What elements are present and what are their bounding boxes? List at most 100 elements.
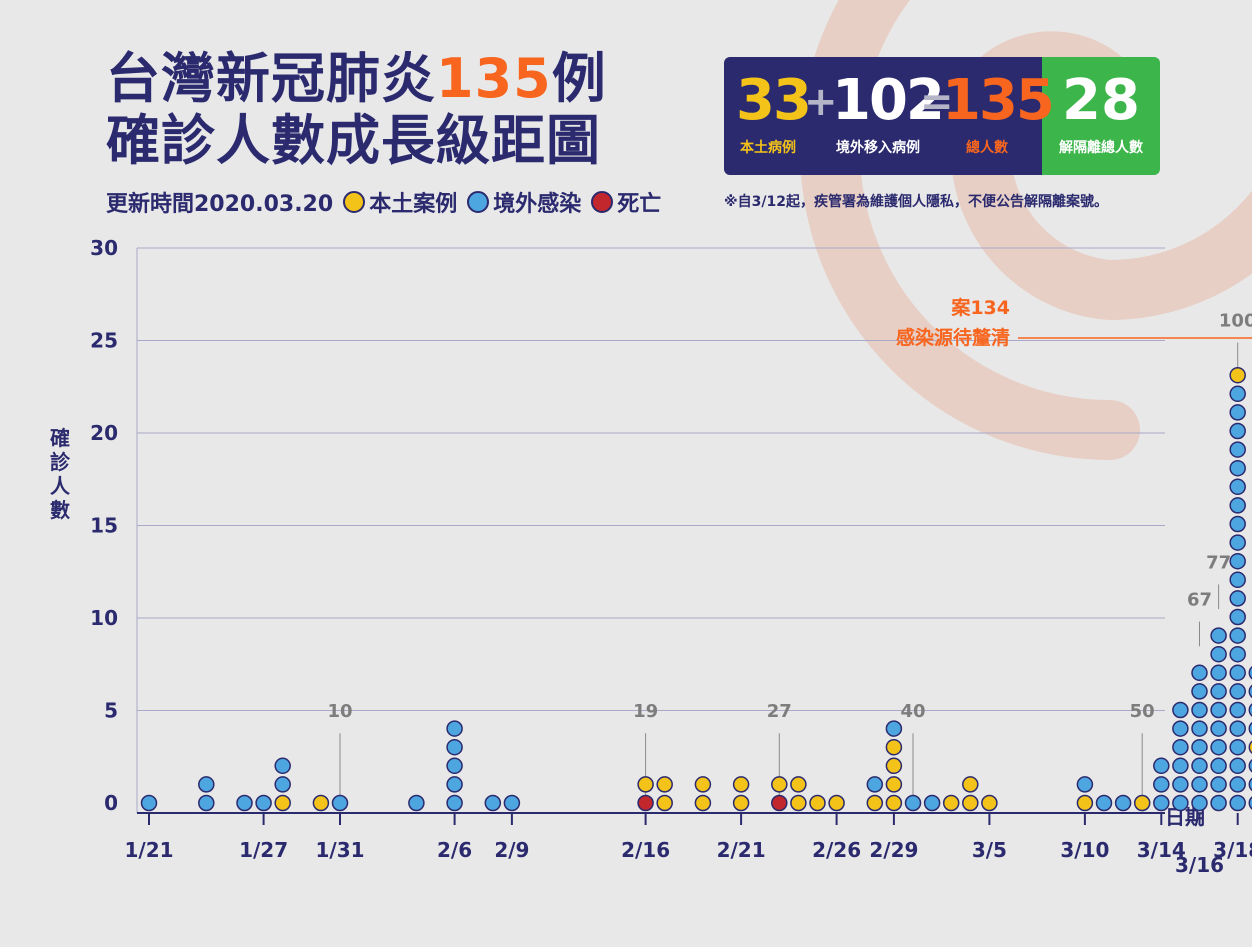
local-case-dot xyxy=(694,794,712,812)
imported-case-dot xyxy=(1191,720,1208,737)
x-tick-label: 3/5 xyxy=(972,838,1007,862)
update-time: 更新時間2020.03.20 xyxy=(106,192,334,217)
local-case-dot xyxy=(828,794,845,812)
imported-case-dot xyxy=(446,757,463,775)
imported-case-dot xyxy=(1210,683,1227,700)
imported-case-dot xyxy=(1229,701,1246,719)
x-tick-label: 2/29 xyxy=(869,838,918,862)
x-tick-label: 3/18 xyxy=(1213,838,1252,862)
death-case-dot xyxy=(771,794,788,812)
local-case-dot xyxy=(1076,794,1094,812)
y-tick-label: 5 xyxy=(104,699,118,723)
local-case-dot xyxy=(732,794,750,812)
plus-sign: + xyxy=(804,79,838,125)
imported-count: 102 xyxy=(832,68,945,133)
cumulative-label: 67 xyxy=(1187,590,1212,611)
imported-case-dot xyxy=(1172,738,1189,756)
cumulative-label: 40 xyxy=(900,701,925,722)
local-case-dot xyxy=(637,776,654,793)
imported-case-dot xyxy=(1210,627,1227,644)
imported-case-dot xyxy=(1229,757,1246,775)
imported-case-dot xyxy=(1172,701,1189,719)
imported-case-dot xyxy=(1229,385,1246,403)
imported-case-dot xyxy=(1210,757,1227,775)
imported-case-dot xyxy=(904,794,922,812)
x-tick-label: 3/16 xyxy=(1175,853,1224,877)
imported-case-dot xyxy=(1210,776,1227,793)
equals-sign: = xyxy=(920,79,954,125)
imported-case-dot xyxy=(923,794,941,812)
x-tick-label: 2/26 xyxy=(812,838,861,862)
local-case-dot xyxy=(866,794,884,812)
imported-case-dot xyxy=(446,720,463,737)
local-case-dot xyxy=(885,757,903,775)
imported-case-dot xyxy=(1229,441,1246,458)
y-tick-label: 15 xyxy=(90,514,118,538)
local-case-dot xyxy=(1248,740,1252,754)
local-case-dot xyxy=(962,776,979,793)
imported-case-dot xyxy=(1210,720,1227,737)
y-tick-label: 0 xyxy=(104,791,118,815)
imported-case-dot xyxy=(140,794,158,812)
imported-case-dot xyxy=(1248,759,1252,773)
legend-imported-dot xyxy=(467,191,490,213)
imported-case-dot xyxy=(408,794,425,812)
local-case-dot xyxy=(942,794,960,812)
x-tick-label: 1/27 xyxy=(239,838,288,862)
y-axis-label: 診 xyxy=(50,450,71,474)
imported-case-dot xyxy=(1191,794,1208,812)
x-tick-label: 1/31 xyxy=(315,838,364,862)
imported-case-dot xyxy=(1076,776,1094,793)
cumulative-label: 100 xyxy=(1219,311,1252,332)
imported-case-dot xyxy=(1248,796,1252,810)
local-case-dot xyxy=(312,794,330,812)
imported-case-dot xyxy=(255,794,272,812)
imported-case-dot xyxy=(503,794,521,812)
imported-case-dot xyxy=(1229,497,1246,514)
imported-case-dot xyxy=(1114,794,1132,812)
imported-case-dot xyxy=(198,776,215,793)
title-line-1: 台灣新冠肺炎135例 xyxy=(106,47,607,110)
imported-case-dot xyxy=(1153,776,1170,793)
legend-row: 更新時間2020.03.20 本土案例 境外感染 死亡 xyxy=(106,186,661,218)
released-count: 28 xyxy=(1062,68,1140,133)
y-axis-label: 確 xyxy=(50,426,70,450)
imported-case-dot xyxy=(1172,776,1189,793)
local-case-dot xyxy=(981,794,998,812)
local-case-dot xyxy=(1133,794,1151,812)
cumulative-label: 77 xyxy=(1206,552,1231,573)
privacy-note: ※自3/12起，疾管署為維護個人隱私，不便公告解隔離案號。 xyxy=(724,194,1108,210)
x-tick-label: 1/21 xyxy=(124,838,173,862)
x-tick-label: 2/6 xyxy=(437,838,472,862)
cumulative-label: 10 xyxy=(327,701,352,722)
imported-case-dot xyxy=(1229,422,1246,440)
local-case-dot xyxy=(790,794,807,812)
imported-case-dot xyxy=(1248,721,1252,736)
total-count-label: 總人數 xyxy=(966,140,1008,156)
imported-case-dot xyxy=(1229,645,1246,663)
imported-case-dot xyxy=(1210,738,1227,756)
x-tick-label: 2/9 xyxy=(494,838,529,862)
imported-case-dot xyxy=(1153,757,1170,775)
x-tick-label: 2/16 xyxy=(621,838,670,862)
local-case-dot xyxy=(732,776,750,793)
imported-case-dot xyxy=(1191,738,1208,756)
local-count: 33 xyxy=(736,68,812,133)
annotation-line-1: 案134 xyxy=(950,296,1010,319)
y-axis-label: 數 xyxy=(50,498,70,522)
imported-case-dot xyxy=(1229,720,1246,737)
imported-case-dot xyxy=(1172,794,1189,812)
imported-case-dot xyxy=(1210,645,1227,663)
local-case-dot xyxy=(790,776,807,793)
imported-case-dot xyxy=(1229,608,1246,626)
local-case-dot xyxy=(962,794,979,812)
y-tick-label: 10 xyxy=(90,606,118,630)
imported-case-dot xyxy=(331,794,349,812)
imported-count-label: 境外移入病例 xyxy=(836,140,920,156)
imported-case-dot xyxy=(1153,794,1170,812)
imported-case-dot xyxy=(446,776,463,793)
imported-case-dot xyxy=(1229,794,1246,812)
imported-case-dot xyxy=(1229,776,1246,793)
local-case-dot xyxy=(1229,366,1246,384)
